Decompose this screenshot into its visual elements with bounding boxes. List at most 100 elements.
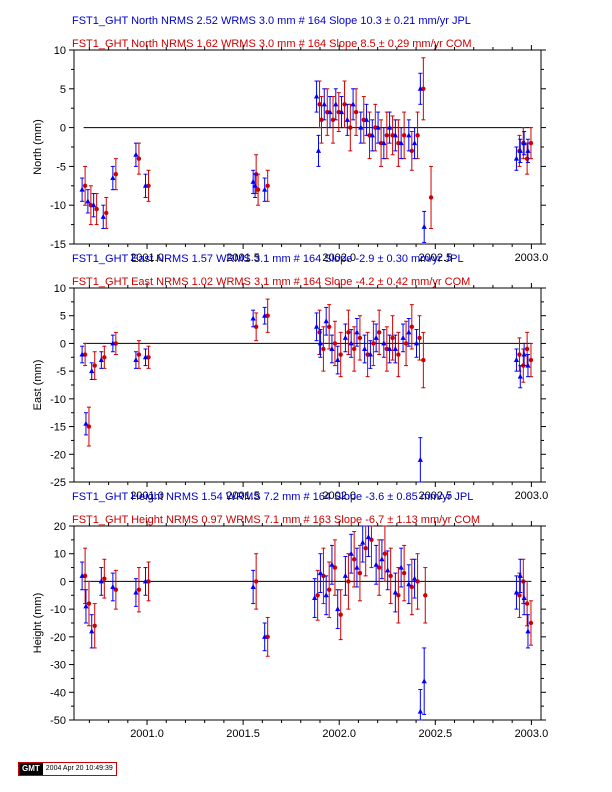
data-point xyxy=(86,601,92,606)
data-point xyxy=(371,341,376,346)
data-point xyxy=(110,340,116,346)
data-point xyxy=(386,345,393,351)
data-point xyxy=(367,351,373,357)
data-point xyxy=(142,354,149,360)
data-point xyxy=(384,133,390,138)
data-point xyxy=(386,124,393,130)
data-point xyxy=(409,324,415,329)
y-tick-label: -10 xyxy=(50,604,66,616)
y-tick-label: -5 xyxy=(56,366,66,378)
data-point xyxy=(262,633,268,639)
data-point xyxy=(110,583,116,589)
x-tick-label: 2001.5 xyxy=(226,728,260,740)
data-point xyxy=(327,109,333,115)
panel-north: FST1_GHT North NRMS 2.52 WRMS 3.0 mm # 1… xyxy=(32,15,548,264)
data-point xyxy=(354,329,360,335)
data-point xyxy=(335,606,341,612)
data-point xyxy=(528,140,534,146)
data-point xyxy=(98,357,104,363)
x-tick-label: 2001.0 xyxy=(130,252,164,264)
data-point xyxy=(317,570,324,576)
data-point xyxy=(250,583,256,589)
data-point xyxy=(401,133,407,138)
data-point xyxy=(348,340,354,346)
data-point xyxy=(250,178,256,184)
data-point xyxy=(102,355,107,360)
data-point xyxy=(330,117,336,123)
data-point xyxy=(365,534,372,540)
data-point xyxy=(528,620,534,626)
data-point xyxy=(313,323,320,329)
data-point xyxy=(315,147,322,153)
data-point xyxy=(317,102,322,107)
data-point xyxy=(319,117,324,123)
chart-title-com: FST1_GHT East NRMS 1.02 WRMS 3.1 mm # 16… xyxy=(72,276,470,288)
data-point xyxy=(392,589,398,595)
y-tick-label: 5 xyxy=(60,311,66,323)
data-point xyxy=(91,202,97,208)
x-tick-label: 2001.5 xyxy=(226,490,260,502)
data-point xyxy=(521,351,527,357)
data-point xyxy=(517,147,523,153)
y-tick-label: -20 xyxy=(50,632,66,644)
data-point xyxy=(360,539,366,545)
y-tick-label: -10 xyxy=(50,394,66,406)
data-point xyxy=(524,156,530,161)
data-point xyxy=(521,140,527,146)
data-point xyxy=(357,570,363,576)
y-axis-label: North (mm) xyxy=(32,119,44,175)
data-point xyxy=(265,183,270,188)
data-point xyxy=(136,156,142,161)
data-point xyxy=(525,147,531,153)
data-point xyxy=(79,186,85,192)
data-point xyxy=(351,557,357,562)
y-tick-label: -5 xyxy=(56,161,66,173)
data-point xyxy=(357,335,363,341)
data-point xyxy=(252,182,258,188)
data-point xyxy=(326,324,332,329)
data-point xyxy=(312,595,318,601)
data-point xyxy=(110,175,116,181)
data-point xyxy=(517,373,523,379)
data-point xyxy=(363,116,370,122)
data-point xyxy=(136,587,142,592)
x-tick-label: 2002.5 xyxy=(418,252,452,264)
data-point xyxy=(329,345,335,351)
y-tick-label: -40 xyxy=(50,687,66,699)
data-point xyxy=(382,551,388,556)
data-point xyxy=(417,335,422,341)
data-point xyxy=(317,340,324,346)
data-point xyxy=(525,362,531,368)
data-point xyxy=(136,352,142,357)
y-tick-label: -15 xyxy=(50,422,66,434)
data-point xyxy=(401,570,407,576)
data-point xyxy=(262,312,268,318)
data-point xyxy=(351,346,357,352)
data-point xyxy=(253,324,259,329)
data-point xyxy=(326,587,332,592)
data-point xyxy=(255,187,261,192)
data-point xyxy=(92,363,97,368)
data-point xyxy=(346,579,351,584)
data-point xyxy=(411,140,418,146)
data-point xyxy=(262,186,268,192)
data-point xyxy=(388,573,393,579)
data-point xyxy=(415,133,420,138)
x-tick-label: 2003.0 xyxy=(515,490,549,502)
gmt-logo: GMT xyxy=(19,763,43,775)
data-point xyxy=(517,572,523,578)
x-tick-label: 2003.0 xyxy=(515,728,549,740)
data-point xyxy=(373,334,379,340)
data-point xyxy=(85,198,91,204)
data-point xyxy=(323,318,329,324)
x-tick-label: 2002.0 xyxy=(322,490,356,502)
data-point xyxy=(409,148,415,154)
data-point xyxy=(100,213,106,219)
data-point xyxy=(79,351,85,357)
data-point xyxy=(94,206,99,212)
panel-east: FST1_GHT East NRMS 1.57 WRMS 3.1 mm # 16… xyxy=(32,253,548,502)
y-tick-label: -10 xyxy=(50,200,66,212)
y-axis-label: Height (mm) xyxy=(32,593,44,654)
x-tick-label: 2002.5 xyxy=(418,728,452,740)
